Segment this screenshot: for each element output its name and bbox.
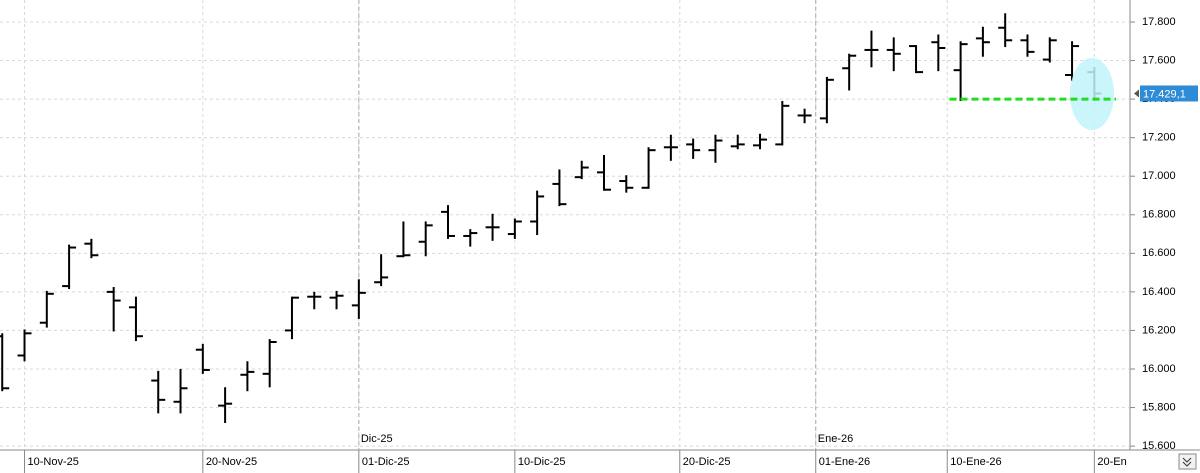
y-tick-label: 16.400 (1142, 286, 1176, 298)
x-tick-label: 20-Dic-25 (683, 456, 731, 468)
y-tick-label: 16.800 (1142, 209, 1176, 221)
highlight-ellipse (1070, 58, 1114, 130)
last-price-box (1140, 85, 1198, 102)
x-tick-label: 10-Ene-26 (950, 456, 1001, 468)
x-tick-label: 01-Dic-25 (362, 456, 410, 468)
y-tick-label: 17.000 (1142, 170, 1176, 182)
y-tick-label: 15.600 (1142, 440, 1176, 452)
x-tick-label: 01-Ene-26 (819, 456, 870, 468)
y-tick-label: 16.200 (1142, 324, 1176, 336)
x-tick-label: 20-En (1097, 456, 1126, 468)
last-price-pointer (1134, 89, 1139, 98)
y-tick-label: 17.600 (1142, 54, 1176, 66)
x-tick-label: 10-Nov-25 (28, 456, 79, 468)
last-price-label: 17.429,1 (1143, 88, 1186, 100)
y-tick-label: 17.200 (1142, 132, 1176, 144)
scroll-icon (1182, 457, 1192, 467)
x-tick-label: 10-Dic-25 (518, 456, 566, 468)
y-tick-label: 16.600 (1142, 247, 1176, 259)
y-tick-label: 16.000 (1142, 363, 1176, 375)
month-label: Dic-25 (361, 433, 393, 445)
month-label: Ene-26 (818, 433, 853, 445)
x-tick-label: 20-Nov-25 (206, 456, 257, 468)
y-tick-label: 17.800 (1142, 16, 1176, 28)
y-tick-label: 15.800 (1142, 401, 1176, 413)
